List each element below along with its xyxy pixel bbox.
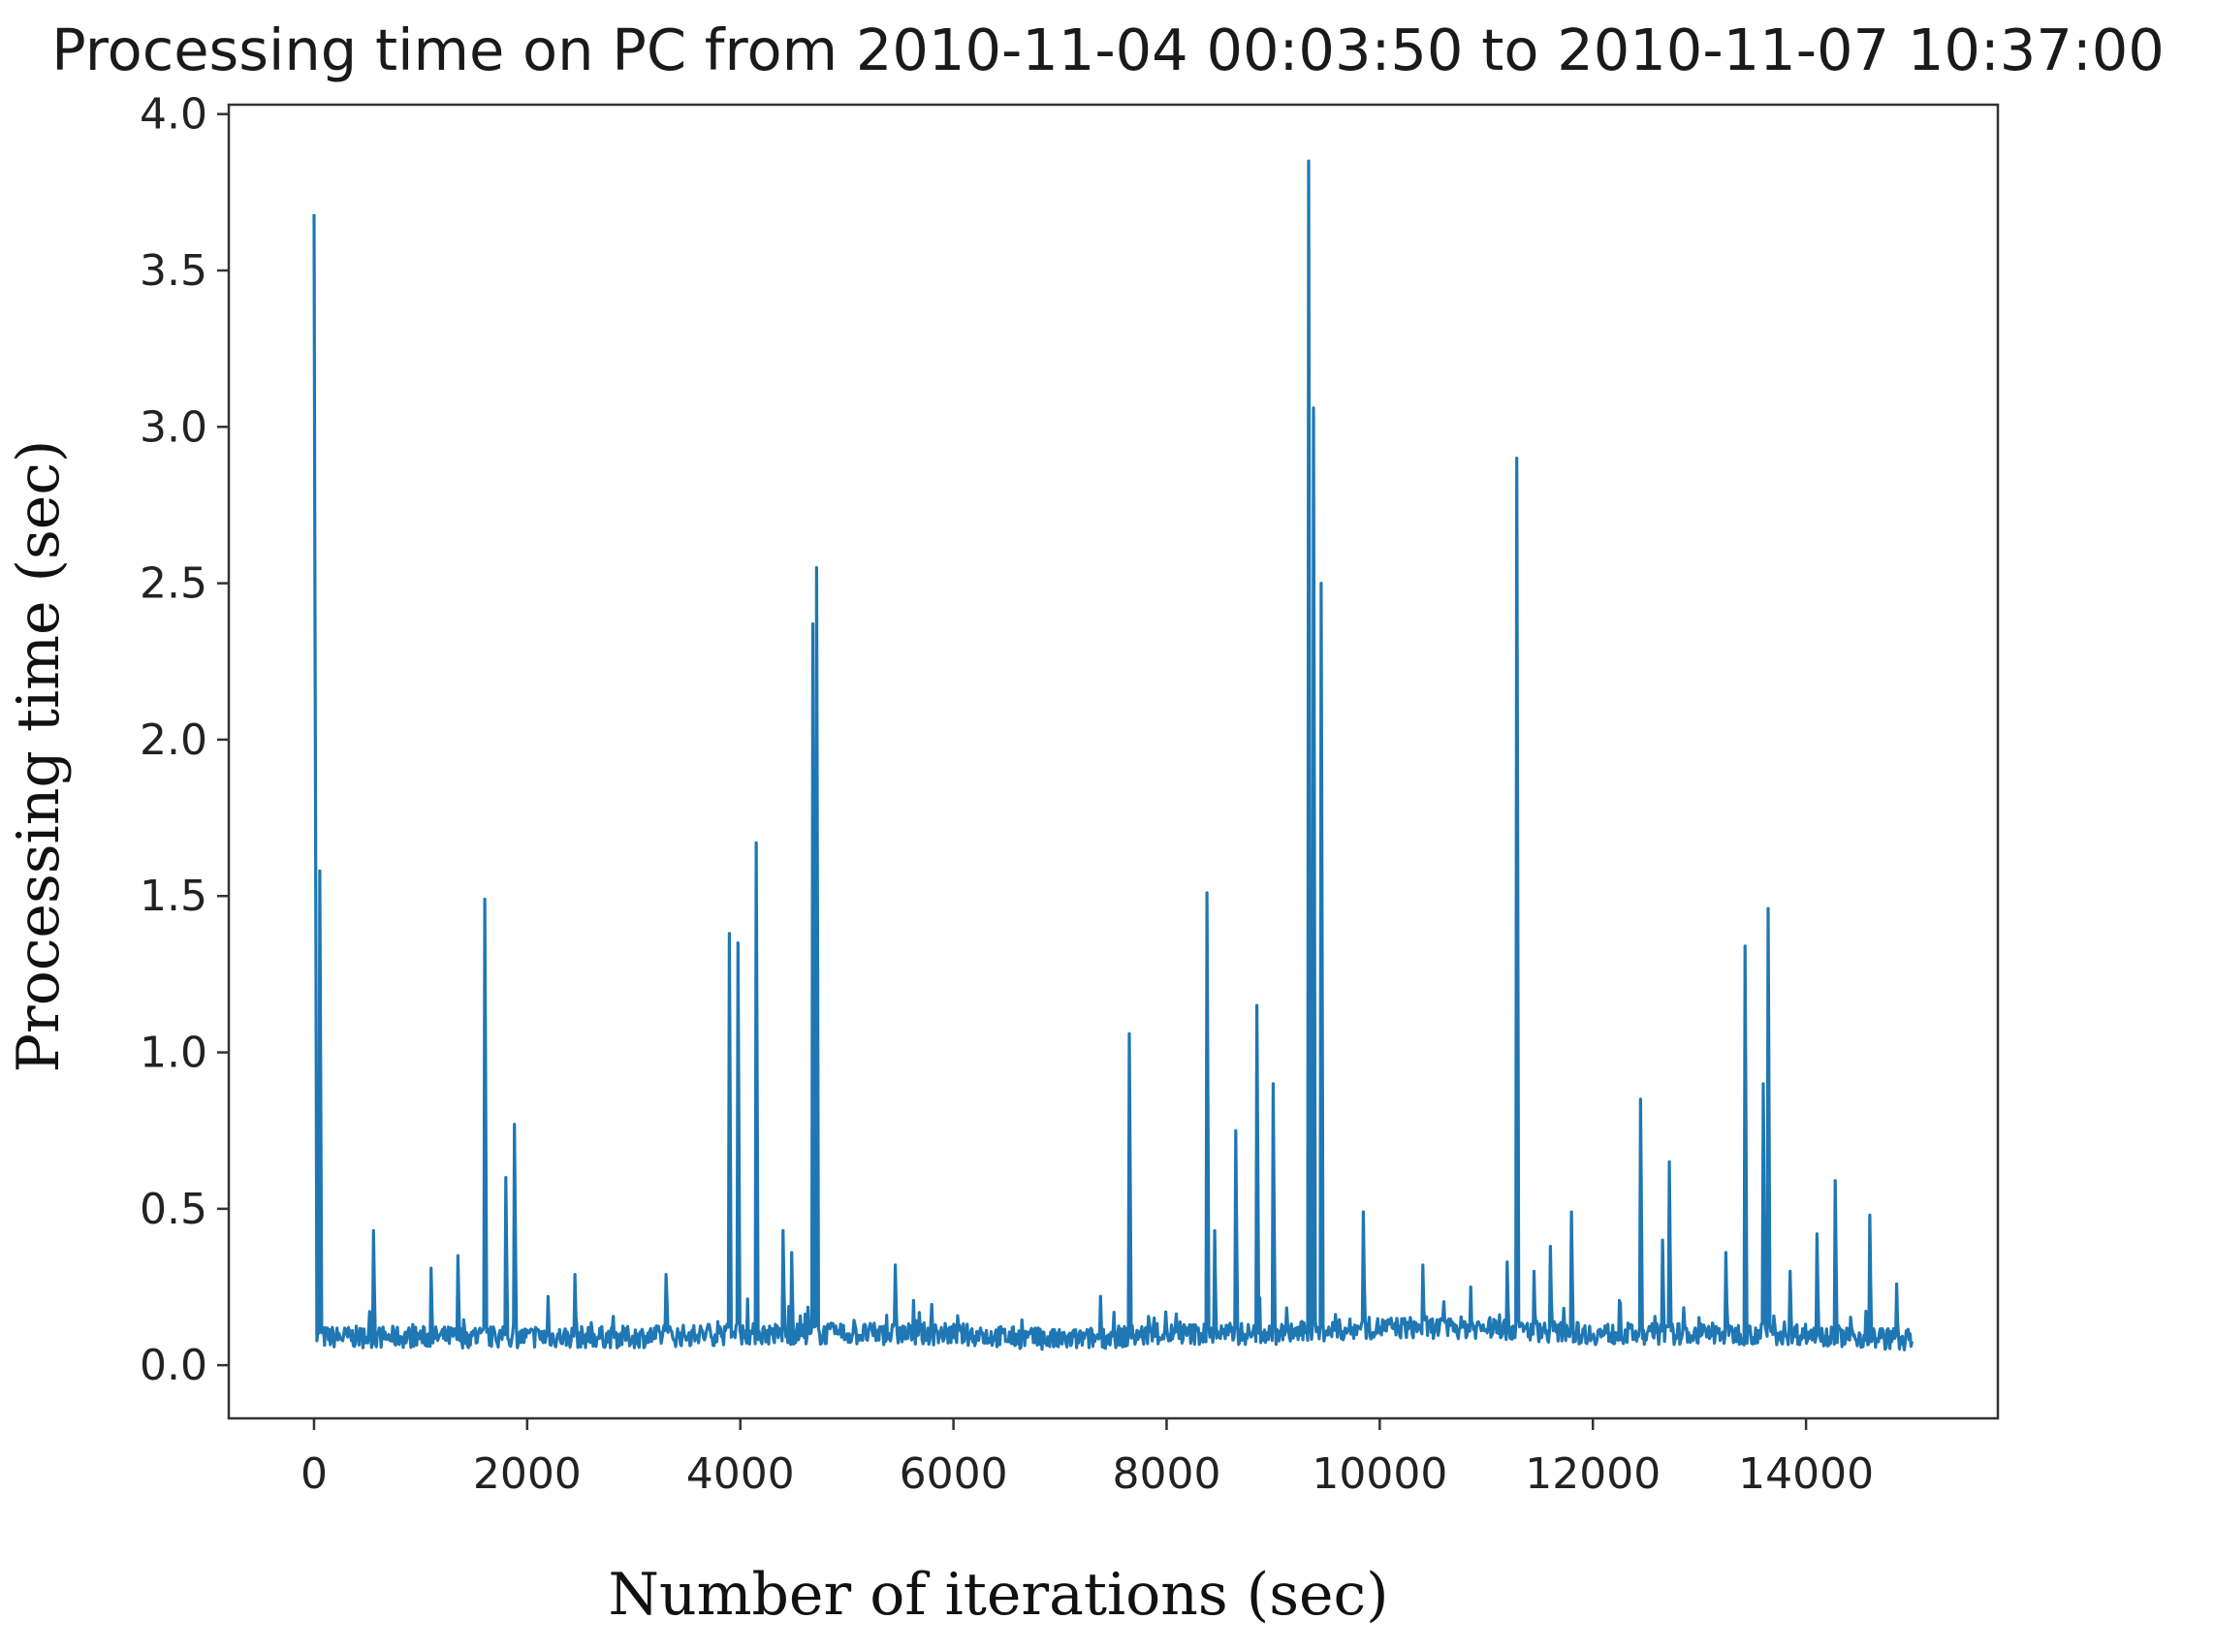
y-tick-label: 2.0 [140, 715, 207, 765]
y-tick-label: 3.5 [140, 246, 207, 296]
y-tick-label: 4.0 [140, 90, 207, 140]
x-axis: 0 2000 4000 6000 8000 10000 12000 14000 [301, 1418, 1874, 1499]
x-axis-label: Number of iterations (sec) [608, 1561, 1388, 1629]
x-tick-label: 8000 [1112, 1449, 1220, 1499]
x-tick-label: 12000 [1525, 1449, 1661, 1499]
x-tick-label: 6000 [900, 1449, 1008, 1499]
y-tick-label: 1.5 [140, 872, 207, 921]
chart-title: Processing time on PC from 2010-11-04 00… [51, 16, 2165, 83]
x-tick-label: 14000 [1738, 1449, 1874, 1499]
y-tick-label: 0.0 [140, 1341, 207, 1390]
series-line [312, 159, 1914, 1351]
y-tick-label: 0.5 [140, 1185, 207, 1234]
x-tick-label: 10000 [1312, 1449, 1447, 1499]
y-tick-label: 3.0 [140, 402, 207, 452]
y-axis-label: Processing time (sec) [5, 440, 73, 1073]
x-tick-label: 2000 [473, 1449, 582, 1499]
x-tick-label: 0 [301, 1449, 328, 1499]
plot-frame [227, 103, 2000, 1420]
y-axis: 0.0 0.5 1.0 1.5 2.0 2.5 3.0 3.5 4.0 [140, 90, 229, 1390]
y-tick-label: 2.5 [140, 559, 207, 609]
x-tick-label: 4000 [686, 1449, 795, 1499]
y-tick-label: 1.0 [140, 1029, 207, 1078]
